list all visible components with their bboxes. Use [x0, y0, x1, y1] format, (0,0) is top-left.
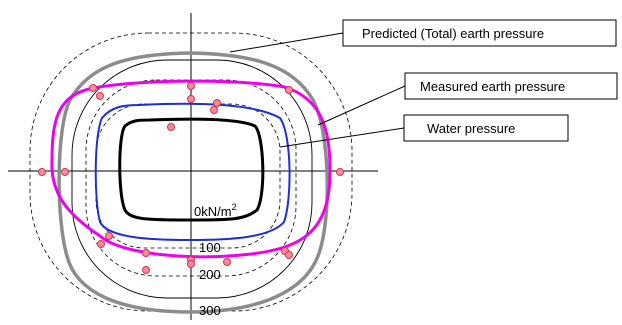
legend-box-water	[403, 114, 569, 142]
measured-earth-pressure-curve	[50, 79, 332, 259]
measurement-point	[187, 95, 195, 103]
measurement-point	[142, 266, 150, 274]
measurement-point	[223, 258, 231, 266]
leader-line-predicted	[229, 32, 344, 53]
predicted-earth-pressure-curve	[57, 51, 330, 314]
measurement-point	[105, 232, 113, 240]
legend-label-predicted: Predicted (Total) earth pressure	[362, 26, 544, 41]
scale-label-100: 100	[199, 240, 221, 255]
measurement-point	[187, 82, 195, 90]
measurement-point	[285, 251, 293, 259]
water-pressure-curve	[94, 102, 291, 242]
measurement-point	[210, 106, 218, 114]
scale-zero-superscript: 2	[232, 202, 237, 212]
measurement-points	[38, 82, 344, 274]
measurement-point	[187, 260, 195, 268]
leader-line-measured	[317, 85, 406, 126]
legend-label-measured: Measured earth pressure	[420, 79, 565, 94]
tunnel-lining-outline	[118, 117, 265, 222]
legend-box-measured	[404, 72, 618, 100]
measurement-point	[336, 168, 344, 176]
leader-line-water	[279, 127, 405, 148]
measurement-point	[167, 123, 175, 131]
measurement-point	[38, 168, 46, 176]
measurement-point	[89, 84, 97, 92]
measurement-point	[97, 240, 105, 248]
measurement-point	[213, 99, 221, 107]
scale-contour-300	[71, 59, 313, 299]
measurement-point	[142, 249, 150, 257]
measurement-point	[96, 92, 104, 100]
legend-box-predicted	[342, 19, 617, 47]
measurement-point	[285, 86, 293, 94]
scale-label-300: 300	[199, 303, 221, 318]
scale-zero-text: 0kN/m	[194, 204, 232, 219]
scale-label-200: 200	[199, 267, 221, 282]
scale-label-zero: 0kN/m2	[194, 202, 237, 219]
measurement-point	[61, 168, 69, 176]
legend-label-water: Water pressure	[427, 121, 515, 136]
